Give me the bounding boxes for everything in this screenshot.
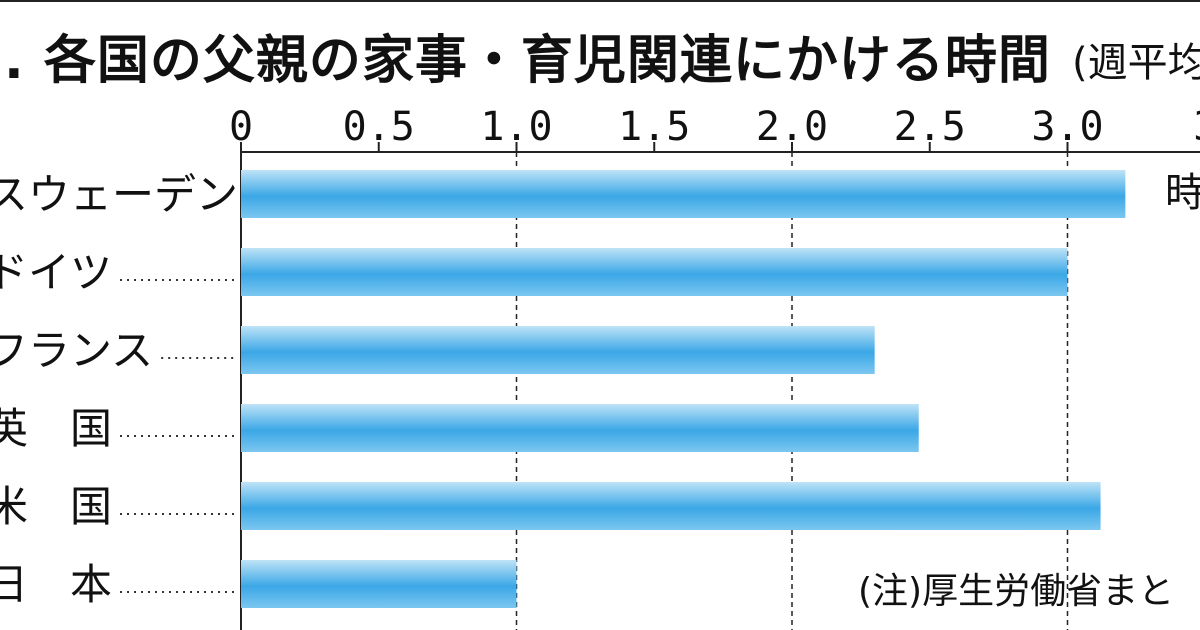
category-label: ドイツ — [0, 248, 112, 297]
bar — [241, 404, 919, 452]
tick-label: 0.5 — [343, 104, 415, 150]
tick-label: 2.5 — [894, 104, 966, 150]
unit-label: 時 — [1165, 170, 1200, 216]
tick-label: 0 — [229, 104, 253, 150]
bar — [241, 248, 1068, 296]
category-label: 英 国 — [0, 404, 112, 453]
top-rule — [0, 0, 1200, 2]
tick-labels: 0 0.5 1.0 1.5 2.0 2.5 3.0 3 — [229, 104, 1200, 150]
tick-label: 3.0 — [1031, 104, 1103, 150]
category-label: スウェーデン — [0, 170, 238, 219]
category-label: 日 本 — [0, 560, 112, 609]
bar — [241, 170, 1126, 218]
tick-label: 2.0 — [756, 104, 828, 150]
bar — [241, 326, 875, 374]
grid-layer — [240, 142, 1200, 630]
source-note: (注)厚生労働省まと — [858, 571, 1175, 612]
category-label: フランス — [0, 326, 153, 375]
category-label: 米 国 — [0, 482, 112, 531]
chart-title-suffix: (週平均 — [1072, 40, 1200, 86]
tick-label: 1.0 — [480, 104, 552, 150]
bar — [241, 482, 1101, 530]
tick-label: 1.5 — [618, 104, 690, 150]
chart-title: . 各国の父親の家事・育児関連にかける時間 — [4, 31, 1051, 91]
bars — [241, 170, 1126, 608]
tick-label: 3 — [1193, 104, 1200, 150]
bar — [241, 560, 517, 608]
